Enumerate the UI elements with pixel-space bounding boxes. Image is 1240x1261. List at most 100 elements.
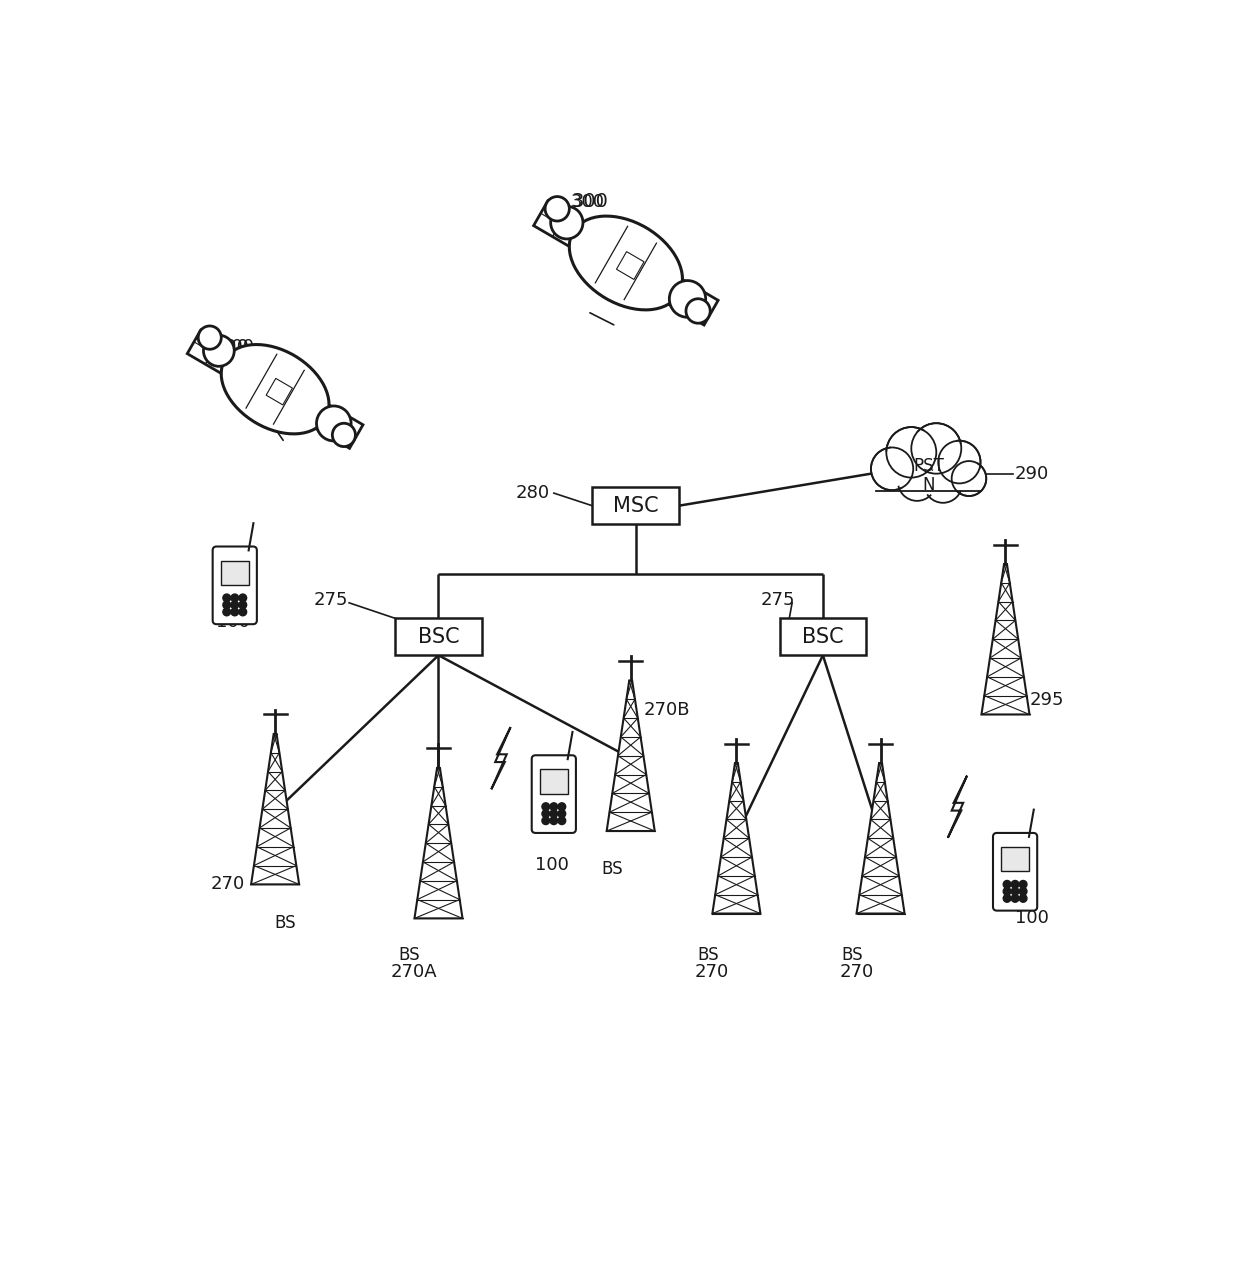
Polygon shape xyxy=(187,330,254,385)
FancyBboxPatch shape xyxy=(873,465,985,496)
Text: BS: BS xyxy=(399,946,420,963)
FancyBboxPatch shape xyxy=(221,561,249,585)
Polygon shape xyxy=(267,378,293,405)
Text: 275: 275 xyxy=(314,591,348,609)
Circle shape xyxy=(1019,880,1027,888)
Circle shape xyxy=(223,608,231,615)
Circle shape xyxy=(332,424,356,446)
Circle shape xyxy=(542,817,549,825)
Text: 300: 300 xyxy=(221,338,254,357)
Text: BSC: BSC xyxy=(418,627,459,647)
Text: 300: 300 xyxy=(213,338,249,357)
Circle shape xyxy=(542,810,549,817)
Circle shape xyxy=(316,406,351,441)
Polygon shape xyxy=(616,252,644,280)
Text: 270: 270 xyxy=(696,963,729,981)
Text: BSC: BSC xyxy=(802,627,843,647)
Circle shape xyxy=(941,444,977,480)
Circle shape xyxy=(231,608,238,615)
Text: PST: PST xyxy=(911,455,945,473)
FancyBboxPatch shape xyxy=(396,618,481,656)
Circle shape xyxy=(939,440,981,483)
Circle shape xyxy=(551,810,558,817)
Text: 270: 270 xyxy=(839,963,873,981)
Circle shape xyxy=(551,207,583,238)
Circle shape xyxy=(558,803,565,811)
Text: 300: 300 xyxy=(572,193,605,211)
Circle shape xyxy=(1003,894,1011,902)
Text: 100: 100 xyxy=(534,856,568,874)
Polygon shape xyxy=(857,763,905,913)
FancyBboxPatch shape xyxy=(1001,847,1029,871)
FancyBboxPatch shape xyxy=(539,769,568,793)
Text: BS: BS xyxy=(698,946,719,963)
Circle shape xyxy=(231,594,238,601)
Circle shape xyxy=(870,448,913,491)
FancyBboxPatch shape xyxy=(993,834,1037,910)
Text: 270A: 270A xyxy=(391,963,436,981)
Text: N: N xyxy=(921,474,935,492)
Circle shape xyxy=(542,803,549,811)
Circle shape xyxy=(239,608,247,615)
Circle shape xyxy=(911,424,961,474)
Text: BS: BS xyxy=(601,860,624,878)
Text: BS: BS xyxy=(842,946,863,963)
Circle shape xyxy=(558,810,565,817)
Circle shape xyxy=(198,325,221,349)
Text: MSC: MSC xyxy=(613,496,658,516)
Ellipse shape xyxy=(569,216,682,310)
Circle shape xyxy=(915,427,957,470)
Polygon shape xyxy=(606,681,655,831)
FancyBboxPatch shape xyxy=(213,546,257,624)
Circle shape xyxy=(239,594,247,601)
Circle shape xyxy=(1012,894,1019,902)
Circle shape xyxy=(1012,880,1019,888)
Circle shape xyxy=(898,462,936,501)
Circle shape xyxy=(887,427,936,478)
Circle shape xyxy=(203,335,234,366)
Circle shape xyxy=(551,817,558,825)
Circle shape xyxy=(546,197,569,221)
FancyBboxPatch shape xyxy=(532,755,575,834)
Polygon shape xyxy=(414,768,463,918)
Polygon shape xyxy=(647,267,718,325)
Circle shape xyxy=(558,817,565,825)
Circle shape xyxy=(955,464,983,493)
Circle shape xyxy=(1003,880,1011,888)
Polygon shape xyxy=(712,763,760,913)
Polygon shape xyxy=(250,734,299,884)
Circle shape xyxy=(686,299,711,323)
Polygon shape xyxy=(947,776,967,837)
Text: PST: PST xyxy=(913,456,944,475)
Text: 280: 280 xyxy=(516,484,549,502)
Circle shape xyxy=(223,594,231,601)
Text: 270B: 270B xyxy=(644,701,689,719)
Text: 290: 290 xyxy=(1016,465,1049,483)
Circle shape xyxy=(1019,888,1027,895)
Circle shape xyxy=(223,601,231,609)
Circle shape xyxy=(231,601,238,609)
Text: 300: 300 xyxy=(572,193,608,212)
Circle shape xyxy=(924,464,962,503)
Polygon shape xyxy=(491,728,511,789)
FancyBboxPatch shape xyxy=(593,487,678,525)
Polygon shape xyxy=(533,200,605,259)
Text: 275: 275 xyxy=(760,591,795,609)
Circle shape xyxy=(551,803,558,811)
Polygon shape xyxy=(982,564,1029,715)
Circle shape xyxy=(874,450,910,487)
Circle shape xyxy=(1003,888,1011,895)
Ellipse shape xyxy=(221,344,329,434)
Circle shape xyxy=(890,431,932,474)
Circle shape xyxy=(1019,894,1027,902)
Circle shape xyxy=(951,462,986,496)
Circle shape xyxy=(1012,888,1019,895)
Circle shape xyxy=(926,467,960,499)
Text: BS: BS xyxy=(274,913,295,932)
Circle shape xyxy=(239,601,247,609)
Text: N: N xyxy=(923,477,935,494)
Circle shape xyxy=(670,280,706,318)
Text: 270: 270 xyxy=(211,875,246,893)
Text: 100: 100 xyxy=(216,613,249,632)
FancyBboxPatch shape xyxy=(780,618,866,656)
